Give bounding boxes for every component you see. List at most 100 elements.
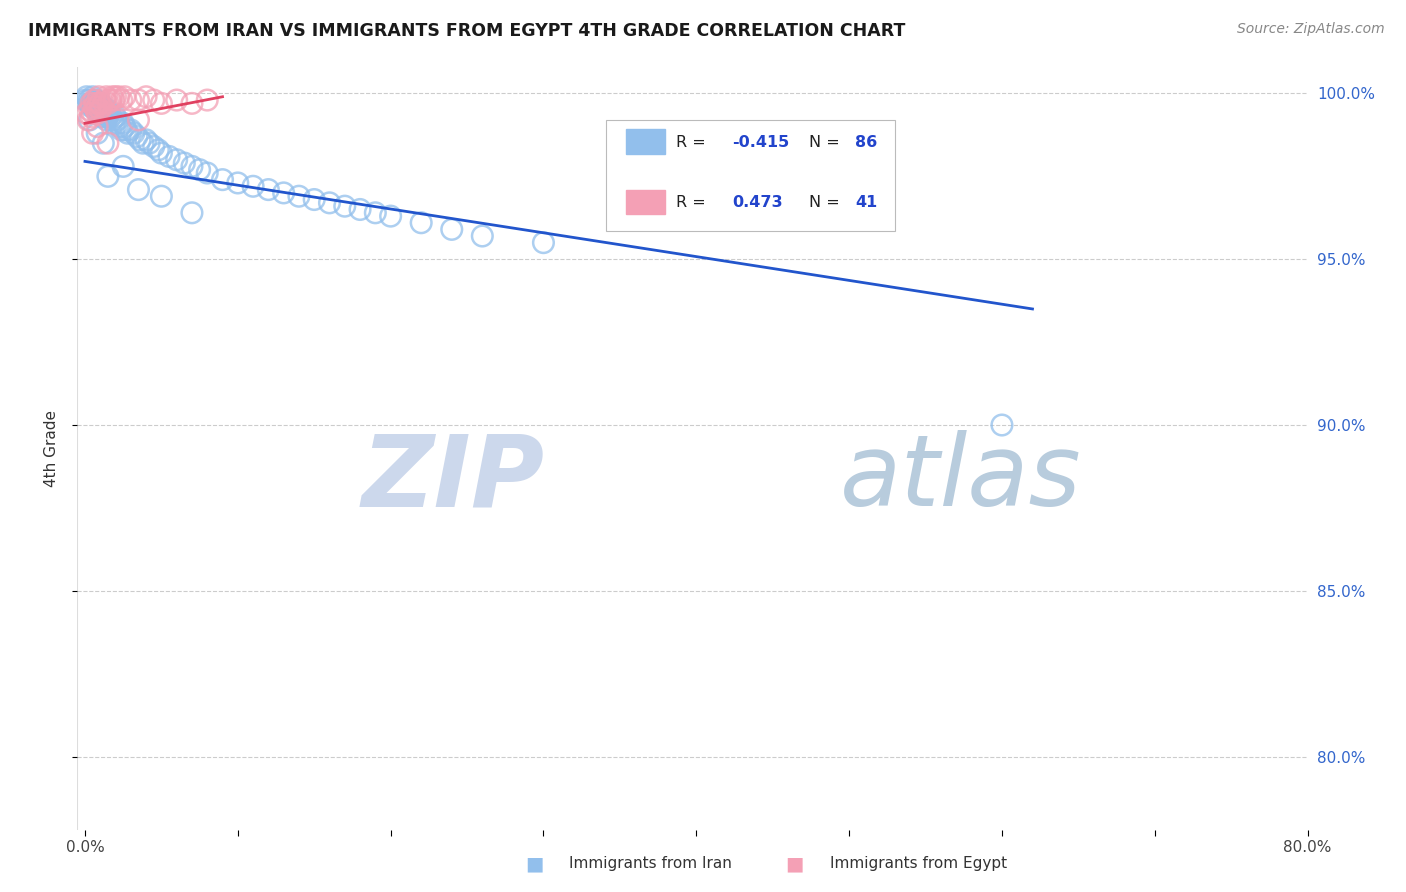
Point <box>90 110 112 124</box>
Point <box>181 160 204 174</box>
Point <box>157 149 180 163</box>
Point <box>411 216 433 230</box>
Point <box>318 195 340 210</box>
Point <box>173 156 195 170</box>
Point <box>181 206 204 220</box>
Y-axis label: 4th Grade: 4th Grade <box>44 409 59 487</box>
Point <box>195 93 218 107</box>
Point <box>79 112 101 127</box>
Point <box>89 96 111 111</box>
Point <box>90 103 112 117</box>
Point <box>79 93 101 107</box>
Point <box>86 126 108 140</box>
Point <box>991 417 1014 432</box>
Text: -0.415: -0.415 <box>733 135 789 150</box>
Text: Immigrants from Iran: Immigrants from Iran <box>569 856 733 871</box>
Text: ■: ■ <box>785 854 804 873</box>
Point <box>89 96 111 111</box>
Point <box>77 93 100 107</box>
Point <box>84 103 107 117</box>
Point <box>77 112 100 127</box>
Point <box>89 100 111 114</box>
Text: ■: ■ <box>524 854 544 873</box>
Point <box>127 93 149 107</box>
Point <box>349 202 371 217</box>
Point <box>150 189 173 203</box>
Point <box>83 93 105 107</box>
Point <box>82 106 104 120</box>
Point <box>97 110 120 124</box>
Point <box>148 143 170 157</box>
Point <box>108 120 131 134</box>
Point <box>288 189 311 203</box>
Text: 41: 41 <box>855 195 877 211</box>
Point <box>101 112 124 127</box>
Point <box>91 136 114 150</box>
FancyBboxPatch shape <box>626 190 665 214</box>
Point <box>364 206 387 220</box>
Text: N =: N = <box>810 135 845 150</box>
Point <box>135 89 157 103</box>
Point <box>86 103 108 117</box>
Point <box>257 183 280 197</box>
Point <box>91 106 114 120</box>
Point <box>98 93 121 107</box>
Point <box>188 162 211 177</box>
Text: R =: R = <box>676 135 711 150</box>
Point <box>101 89 124 103</box>
Point <box>94 103 117 117</box>
Point <box>115 123 138 137</box>
Point <box>135 133 157 147</box>
Text: N =: N = <box>810 195 845 211</box>
Point <box>89 103 111 117</box>
Point <box>76 89 98 103</box>
Point <box>90 100 112 114</box>
Point <box>533 235 555 250</box>
Point <box>86 100 108 114</box>
Point <box>120 93 142 107</box>
Point <box>471 229 494 244</box>
Point <box>73 93 96 107</box>
Point <box>132 136 155 150</box>
Point <box>100 93 122 107</box>
Text: Source: ZipAtlas.com: Source: ZipAtlas.com <box>1237 22 1385 37</box>
Point <box>111 123 134 137</box>
Point <box>76 106 98 120</box>
Point <box>86 96 108 111</box>
Text: ZIP: ZIP <box>361 430 546 527</box>
Point <box>97 169 120 184</box>
Point <box>80 100 103 114</box>
Point <box>114 120 136 134</box>
Point <box>84 93 107 107</box>
Point <box>107 116 129 130</box>
Point <box>129 133 152 147</box>
Point <box>302 193 325 207</box>
Point <box>91 100 114 114</box>
Point <box>112 116 135 130</box>
Point <box>87 96 110 111</box>
Point <box>103 93 125 107</box>
Point <box>89 106 111 120</box>
Point <box>150 96 173 111</box>
Point <box>97 96 120 111</box>
Point <box>87 100 110 114</box>
Point <box>105 112 128 127</box>
Point <box>87 89 110 103</box>
Point <box>117 126 139 140</box>
Point <box>440 222 463 236</box>
Point <box>166 153 188 167</box>
Point <box>83 100 105 114</box>
Point <box>111 93 134 107</box>
Point <box>84 96 107 111</box>
Point <box>79 96 101 111</box>
Point <box>127 112 149 127</box>
Text: IMMIGRANTS FROM IRAN VS IMMIGRANTS FROM EGYPT 4TH GRADE CORRELATION CHART: IMMIGRANTS FROM IRAN VS IMMIGRANTS FROM … <box>28 22 905 40</box>
Point <box>80 96 103 111</box>
FancyBboxPatch shape <box>606 120 896 231</box>
Point <box>107 89 129 103</box>
Point <box>98 106 121 120</box>
Point <box>122 126 145 140</box>
Text: Immigrants from Egypt: Immigrants from Egypt <box>830 856 1007 871</box>
Point <box>100 110 122 124</box>
Point <box>87 106 110 120</box>
